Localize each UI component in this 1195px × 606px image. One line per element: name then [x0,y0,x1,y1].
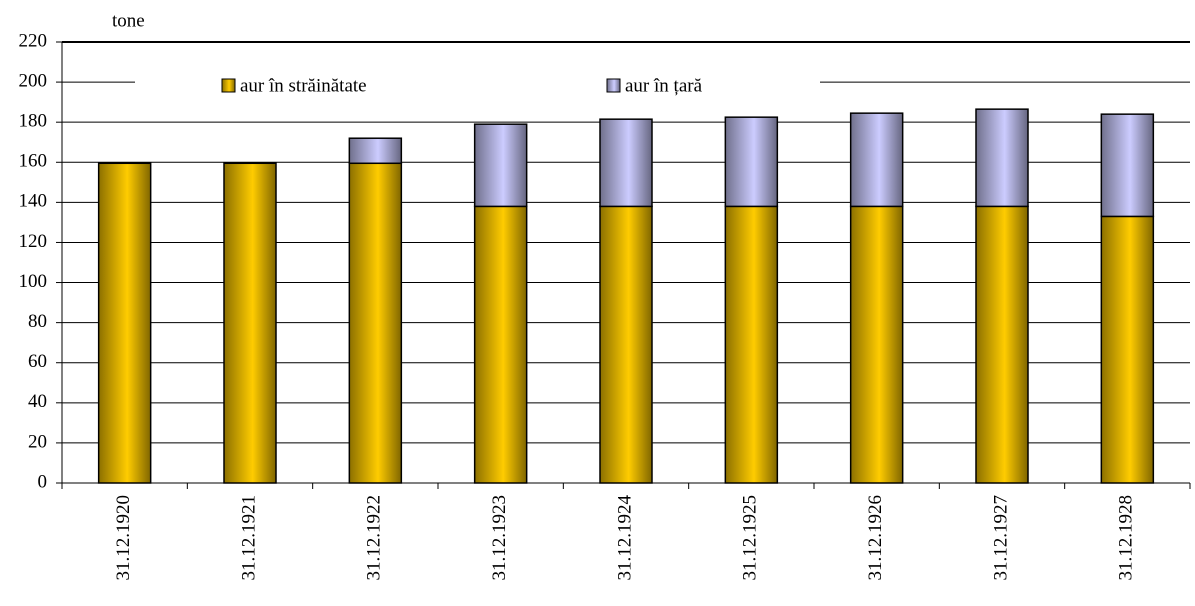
legend-label: aur în țară [625,75,703,96]
bar [348,137,403,165]
y-tick-label: 80 [28,311,47,332]
bar [473,123,528,208]
y-tick-label: 20 [28,431,47,452]
x-tick-label: 31.12.1925 [740,495,761,581]
y-tick-label: 60 [28,351,47,372]
y-tick-label: 180 [19,111,48,132]
y-tick-label: 200 [19,70,48,91]
bar [1100,215,1155,484]
bar [348,162,403,484]
x-tick-label: 31.12.1920 [113,495,134,581]
bar [724,116,779,208]
y-tick-label: 0 [38,471,48,492]
bar [1100,113,1155,218]
y-tick-label: 160 [19,151,48,172]
legend [135,62,820,106]
bar [599,205,653,484]
bar [473,205,528,484]
bar [599,118,653,208]
x-tick-label: 31.12.1928 [1116,495,1137,581]
x-tick-label: 31.12.1924 [614,495,635,581]
x-tick-label: 31.12.1927 [990,495,1011,581]
y-tick-label: 40 [28,391,47,412]
y-tick-label: 220 [19,30,48,51]
x-tick-label: 31.12.1921 [238,495,259,581]
legend-swatch [221,78,236,93]
bar [975,205,1029,484]
x-tick-label: 31.12.1923 [489,495,510,581]
bar [724,205,779,484]
y-tick-label: 120 [19,231,48,252]
bar [223,162,277,484]
legend-swatch [606,78,621,93]
y-tick-label: 100 [19,271,48,292]
x-tick-label: 31.12.1922 [364,495,385,581]
x-tick-label: 31.12.1926 [865,495,886,581]
legend-label: aur în străinătate [240,75,367,96]
bar [97,162,152,484]
y-axis-label: tone [112,10,145,31]
bar [849,112,904,208]
y-tick-label: 140 [19,191,48,212]
bar [849,205,904,484]
bar [975,108,1029,208]
